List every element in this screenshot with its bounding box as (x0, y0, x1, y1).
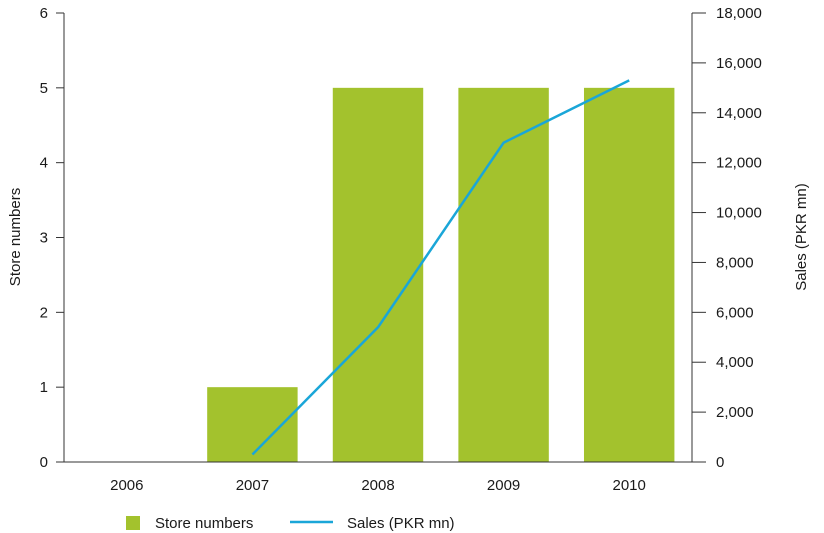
y2-tick-label: 18,000 (716, 5, 762, 22)
y2-tick-label: 12,000 (716, 155, 762, 172)
y2-tick-label: 0 (716, 454, 724, 471)
y-tick-label: 6 (40, 5, 48, 22)
x-tick-label: 2007 (236, 477, 269, 494)
y-tick-label: 4 (40, 155, 48, 172)
y-tick-label: 3 (40, 230, 48, 247)
bar-2008 (332, 87, 424, 462)
y-tick-label: 5 (40, 80, 48, 97)
x-tick-label: 2006 (110, 477, 143, 494)
plot-area: 0 1 2 3 4 5 6 0 2,000 4,000 6,000 8,000 10,000 12,000… (40, 5, 762, 494)
y2-tick-label: 8,000 (716, 254, 754, 271)
y-tick-label: 0 (40, 454, 48, 471)
bar-2007 (207, 387, 298, 462)
legend-line-label: Sales (PKR mn) (347, 515, 455, 532)
x-tick-label: 2009 (487, 477, 520, 494)
x-tick-label: 2010 (613, 477, 646, 494)
bar-2010 (583, 87, 675, 462)
x-tick-label: 2008 (361, 477, 394, 494)
y-axis-title: Store numbers (7, 188, 24, 286)
legend-bar-label: Store numbers (155, 515, 253, 532)
y-tick-label: 2 (40, 304, 48, 321)
legend: Store numbers Sales (PKR mn) (126, 515, 455, 532)
y2-tick-label: 2,000 (716, 404, 754, 421)
sales-line (251, 79, 630, 456)
y2-tick-label: 10,000 (716, 205, 762, 222)
y2-tick-label: 14,000 (716, 105, 762, 122)
y2-tick-label: 6,000 (716, 304, 754, 321)
bar-2009 (458, 87, 549, 462)
y2-tick-label: 16,000 (716, 55, 762, 72)
legend-bar-swatch (126, 516, 140, 530)
y-tick-label: 1 (40, 379, 48, 396)
y2-axis-title: Sales (PKR mn) (793, 183, 810, 291)
y2-tick-label: 4,000 (716, 354, 754, 371)
